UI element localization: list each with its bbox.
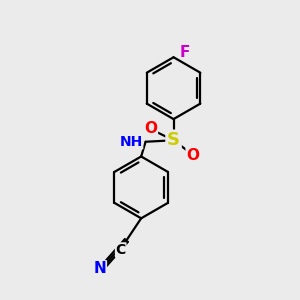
Text: O: O [186,148,199,163]
Text: O: O [144,121,158,136]
Text: N: N [94,261,106,276]
Text: C: C [116,243,126,257]
Text: S: S [167,131,180,149]
Text: NH: NH [119,135,142,149]
Text: F: F [180,45,190,60]
